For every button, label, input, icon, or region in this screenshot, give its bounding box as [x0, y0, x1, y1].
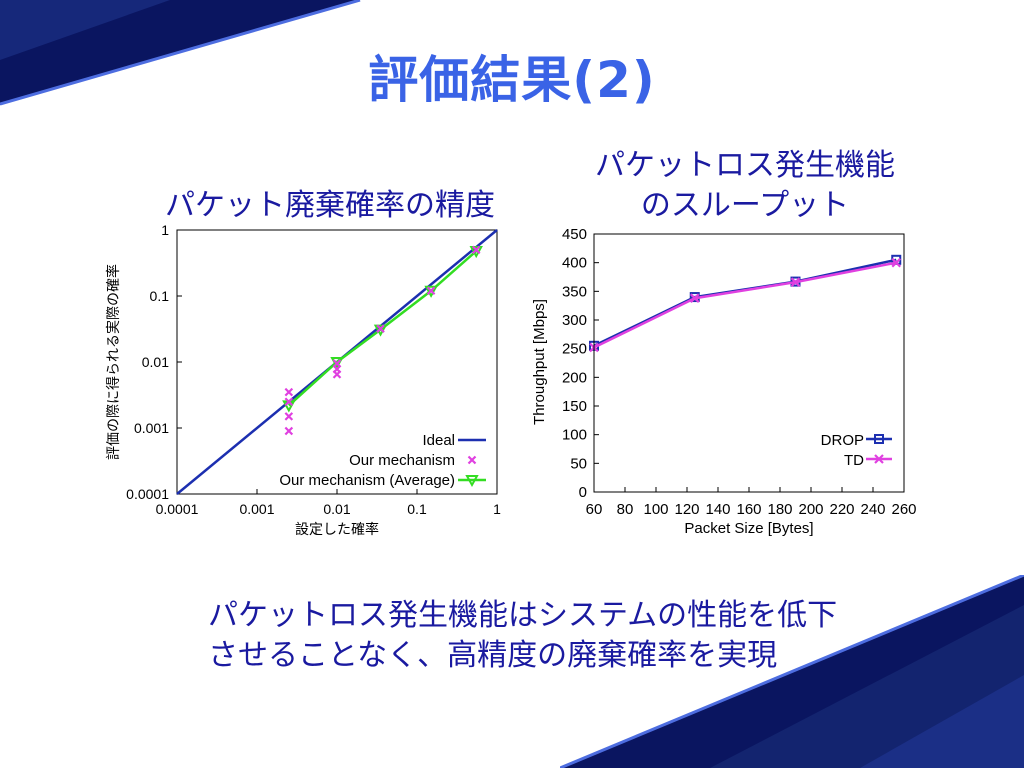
- legend-label: Our mechanism (Average): [279, 472, 455, 489]
- x-axis-label: Packet Size [Bytes]: [684, 520, 813, 537]
- y-tick-label: 0.1: [150, 288, 170, 304]
- right-chart-heading-line1: パケットロス発生機能: [595, 148, 895, 183]
- y-tick-label: 450: [562, 226, 587, 243]
- legend-label: Ideal: [422, 432, 455, 449]
- mechanism-point: [284, 426, 294, 436]
- y-tick-label: 250: [562, 341, 587, 358]
- throughput-chart: 60 80 100 120 140 160 180 200 220 240 260 0 50 100 150…: [531, 226, 917, 537]
- right-chart-heading-line2: のスループット: [640, 188, 850, 223]
- mechanism-point: [284, 412, 294, 421]
- mechanism-point: [471, 245, 481, 255]
- td-point: [790, 277, 801, 287]
- mechanism-point: [284, 397, 294, 407]
- x-tick-label: 0.0001: [156, 501, 199, 517]
- legend-drop-label: DROP: [821, 432, 864, 449]
- y-axis-label: Throughput [Mbps]: [531, 299, 548, 425]
- y-tick-label: 50: [570, 455, 587, 472]
- td-point: [891, 257, 902, 268]
- x-tick-label: 220: [829, 501, 854, 518]
- y-axis-label: 評価の際に得られる実際の確率: [105, 264, 121, 460]
- left-chart-heading: パケット廃棄確率の精度: [165, 188, 495, 223]
- bottom-right-decoration: [560, 575, 1024, 768]
- legend-mechanism-swatch: [467, 455, 477, 465]
- mechanism-point: [284, 387, 294, 397]
- legend-td-marker: [874, 454, 884, 464]
- legend-td-label: TD: [844, 452, 864, 469]
- plot-area: [593, 233, 905, 493]
- mechanism-point: [376, 324, 385, 333]
- x-tick-label: 80: [617, 501, 634, 518]
- x-tick-label: 180: [767, 501, 792, 518]
- y-tick-label: 100: [562, 427, 587, 444]
- x-tick-label: 120: [674, 501, 699, 518]
- legend-drop-marker: [874, 434, 884, 444]
- y-tick-label: 0: [579, 484, 587, 501]
- td-point: [689, 293, 700, 303]
- x-tick-label: 60: [586, 501, 603, 518]
- legend-label: Our mechanism: [349, 452, 455, 469]
- x-tick-label: 200: [798, 501, 823, 518]
- td-line: [593, 261, 897, 349]
- slide-title: 評価結果(2): [368, 51, 656, 109]
- y-tick-label: 150: [562, 398, 587, 415]
- y-tick-label: 0.001: [134, 420, 169, 436]
- x-tick-label: 0.1: [407, 501, 427, 517]
- y-tick-label: 300: [562, 312, 587, 329]
- y-tick-label: 400: [562, 255, 587, 272]
- x-tick-label: 240: [860, 501, 885, 518]
- conclusion-line-2: させることなく、高精度の廃棄確率を実現: [208, 638, 778, 673]
- y-tick-label: 1: [161, 222, 169, 238]
- y-tick-label: 350: [562, 283, 587, 300]
- top-left-decoration: [0, 0, 361, 106]
- x-axis-label: 設定した確率: [295, 521, 379, 537]
- y-tick-label: 0.01: [142, 354, 169, 370]
- legend-average-marker: [465, 475, 479, 488]
- conclusion-text: パケットロス発生機能はシステムの性能を低下 させることなく、高精度の廃棄確率を実…: [208, 596, 837, 676]
- conclusion-line-1: パケットロス発生機能はシステムの性能を低下: [208, 598, 838, 633]
- average-line: [287, 250, 478, 407]
- x-tick-label: 100: [643, 501, 668, 518]
- mechanism-point: [332, 359, 342, 368]
- x-tick-label: 160: [736, 501, 761, 518]
- x-tick-label: 140: [705, 501, 730, 518]
- accuracy-chart: 0.0001 0.001 0.01 0.1 1 0.0001 0.001 0.01 0.1 1 設…: [105, 222, 501, 537]
- x-tick-label: 260: [891, 501, 916, 518]
- x-tick-label: 1: [493, 501, 501, 517]
- y-tick-label: 0.0001: [126, 486, 169, 502]
- mechanism-point: [426, 286, 436, 296]
- y-tick-label: 200: [562, 369, 587, 386]
- x-tick-label: 0.001: [239, 501, 274, 517]
- x-tick-label: 0.01: [323, 501, 350, 517]
- average-point: [424, 285, 438, 298]
